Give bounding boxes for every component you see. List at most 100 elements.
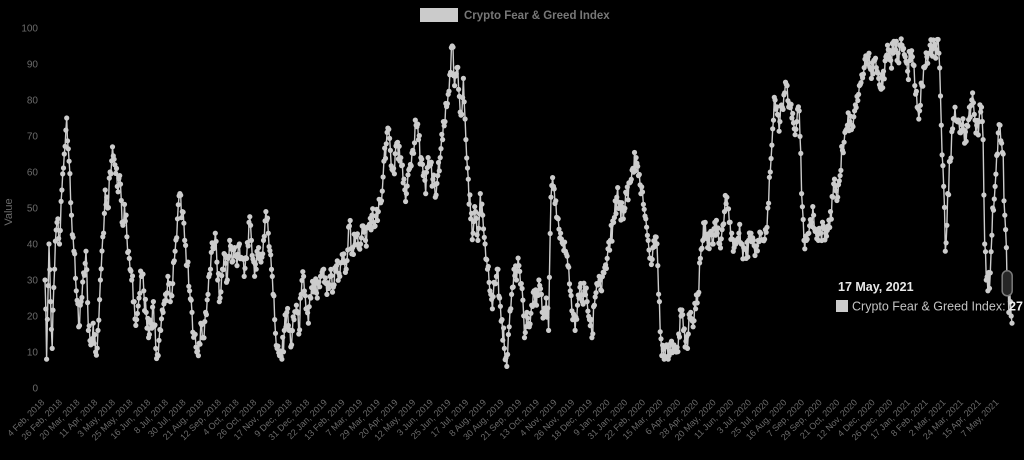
data-point-marker[interactable] (117, 173, 123, 179)
data-point-marker[interactable] (480, 212, 486, 218)
data-point-marker[interactable] (681, 326, 687, 332)
data-point-marker[interactable] (375, 209, 381, 215)
data-point-marker[interactable] (717, 241, 723, 247)
data-point-marker[interactable] (631, 149, 638, 156)
data-point-marker[interactable] (45, 283, 51, 289)
data-point-marker[interactable] (43, 306, 49, 312)
data-point-marker[interactable] (313, 290, 320, 296)
data-point-marker[interactable] (512, 273, 518, 279)
data-point-marker[interactable] (223, 260, 229, 266)
data-point-marker[interactable] (736, 230, 742, 236)
data-point-marker[interactable] (737, 221, 743, 227)
data-point-marker[interactable] (308, 295, 314, 301)
data-point-marker[interactable] (91, 340, 97, 346)
data-point-marker[interactable] (517, 268, 523, 274)
data-point-marker[interactable] (347, 217, 353, 224)
data-point-marker[interactable] (550, 175, 556, 181)
data-point-marker[interactable] (58, 198, 64, 204)
data-point-marker[interactable] (46, 241, 52, 247)
data-point-marker[interactable] (266, 244, 272, 250)
data-point-marker[interactable] (153, 345, 159, 351)
data-point-marker[interactable] (60, 165, 67, 171)
data-point-marker[interactable] (784, 83, 790, 89)
data-point-marker[interactable] (422, 177, 428, 183)
data-point-marker[interactable] (247, 214, 253, 220)
data-point-marker[interactable] (181, 220, 187, 226)
data-point-marker[interactable] (236, 241, 242, 247)
data-point-marker[interactable] (309, 285, 315, 291)
data-point-marker[interactable] (679, 307, 685, 313)
data-point-marker[interactable] (505, 351, 511, 358)
data-point-marker[interactable] (113, 170, 119, 176)
data-point-marker[interactable] (504, 363, 510, 369)
data-point-marker[interactable] (133, 322, 139, 328)
data-point-marker[interactable] (905, 76, 912, 83)
data-point-marker[interactable] (519, 285, 525, 292)
data-point-marker[interactable] (113, 165, 120, 171)
data-point-marker[interactable] (591, 302, 598, 308)
data-point-marker[interactable] (70, 234, 76, 240)
data-point-marker[interactable] (325, 285, 332, 292)
data-point-marker[interactable] (291, 317, 297, 323)
data-point-marker[interactable] (387, 135, 393, 141)
data-point-marker[interactable] (882, 58, 888, 64)
data-point-marker[interactable] (314, 295, 320, 301)
data-point-marker[interactable] (490, 294, 496, 300)
data-point-marker[interactable] (472, 204, 478, 210)
data-point-marker[interactable] (280, 334, 286, 340)
data-point-marker[interactable] (997, 122, 1003, 128)
data-point-marker[interactable] (796, 108, 802, 114)
data-point-marker[interactable] (971, 111, 977, 117)
data-point-marker[interactable] (830, 194, 836, 200)
data-point-marker[interactable] (244, 255, 250, 261)
data-point-marker[interactable] (856, 91, 862, 97)
data-point-marker[interactable] (797, 133, 803, 139)
data-point-marker[interactable] (131, 299, 137, 305)
data-point-marker[interactable] (499, 317, 505, 323)
data-point-marker[interactable] (403, 198, 409, 205)
data-point-marker[interactable] (836, 178, 842, 184)
data-point-marker[interactable] (547, 230, 553, 237)
data-point-marker[interactable] (115, 189, 121, 195)
data-point-marker[interactable] (423, 191, 429, 197)
data-point-marker[interactable] (810, 204, 816, 210)
data-point-marker[interactable] (137, 290, 143, 296)
data-point-marker[interactable] (567, 288, 573, 294)
data-point-marker[interactable] (625, 197, 631, 203)
data-point-marker[interactable] (529, 303, 536, 309)
data-point-marker[interactable] (256, 245, 262, 251)
data-point-marker[interactable] (362, 237, 369, 243)
data-point-marker[interactable] (452, 83, 458, 89)
data-point-marker[interactable] (472, 209, 479, 215)
data-point-marker[interactable] (44, 316, 51, 322)
data-point-marker[interactable] (227, 237, 233, 243)
data-point-marker[interactable] (851, 114, 857, 120)
data-point-marker[interactable] (48, 326, 55, 332)
data-point-marker[interactable] (208, 249, 214, 255)
data-point-marker[interactable] (295, 310, 301, 316)
data-point-marker[interactable] (248, 222, 254, 228)
data-point-marker[interactable] (301, 273, 307, 279)
data-point-marker[interactable] (593, 290, 599, 296)
data-point-marker[interactable] (912, 83, 918, 89)
data-point-marker[interactable] (382, 145, 388, 151)
data-point-marker[interactable] (285, 322, 291, 329)
data-point-marker[interactable] (804, 236, 810, 242)
data-point-marker[interactable] (624, 184, 630, 190)
data-point-marker[interactable] (55, 216, 61, 222)
data-point-marker[interactable] (648, 261, 655, 268)
data-point-marker[interactable] (212, 230, 218, 236)
data-point-marker[interactable] (704, 235, 710, 242)
data-point-marker[interactable] (126, 255, 132, 261)
data-point-marker[interactable] (657, 329, 663, 335)
data-point-marker[interactable] (465, 176, 471, 182)
data-point-marker[interactable] (765, 205, 771, 211)
data-point-marker[interactable] (548, 194, 554, 200)
data-point-marker[interactable] (601, 270, 607, 276)
data-point-marker[interactable] (932, 41, 938, 47)
data-point-marker[interactable] (293, 302, 299, 308)
data-point-marker[interactable] (374, 217, 381, 224)
data-point-marker[interactable] (412, 117, 418, 123)
data-point-marker[interactable] (656, 299, 663, 305)
data-point-marker[interactable] (383, 141, 389, 147)
